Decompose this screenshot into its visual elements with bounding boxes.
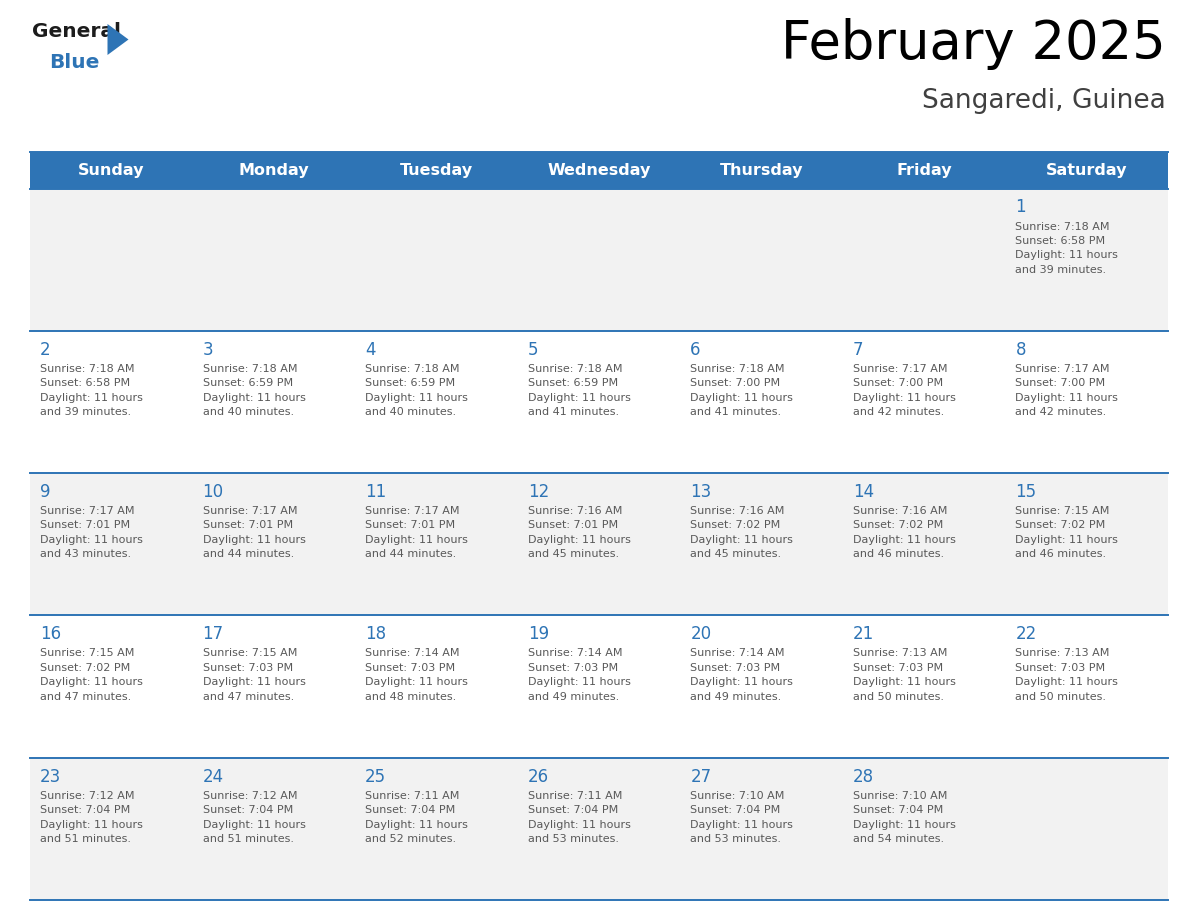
Text: Sunrise: 7:18 AM
Sunset: 6:59 PM
Daylight: 11 hours
and 41 minutes.: Sunrise: 7:18 AM Sunset: 6:59 PM Dayligh… bbox=[527, 364, 631, 417]
Text: Wednesday: Wednesday bbox=[548, 162, 651, 178]
Bar bbox=[30, 615, 1168, 757]
Text: Sunrise: 7:18 AM
Sunset: 6:58 PM
Daylight: 11 hours
and 39 minutes.: Sunrise: 7:18 AM Sunset: 6:58 PM Dayligh… bbox=[40, 364, 143, 417]
Text: Sunrise: 7:17 AM
Sunset: 7:00 PM
Daylight: 11 hours
and 42 minutes.: Sunrise: 7:17 AM Sunset: 7:00 PM Dayligh… bbox=[853, 364, 955, 417]
Text: 17: 17 bbox=[203, 625, 223, 644]
Text: Blue: Blue bbox=[49, 53, 100, 73]
Text: Sunrise: 7:14 AM
Sunset: 7:03 PM
Daylight: 11 hours
and 48 minutes.: Sunrise: 7:14 AM Sunset: 7:03 PM Dayligh… bbox=[365, 648, 468, 701]
Text: 16: 16 bbox=[40, 625, 61, 644]
Text: 20: 20 bbox=[690, 625, 712, 644]
Text: 3: 3 bbox=[203, 341, 213, 359]
Text: 4: 4 bbox=[365, 341, 375, 359]
Text: Monday: Monday bbox=[239, 162, 309, 178]
Bar bbox=[30, 757, 1168, 900]
Text: February 2025: February 2025 bbox=[782, 18, 1165, 70]
Text: 13: 13 bbox=[690, 483, 712, 501]
Text: Sunrise: 7:18 AM
Sunset: 6:59 PM
Daylight: 11 hours
and 40 minutes.: Sunrise: 7:18 AM Sunset: 6:59 PM Dayligh… bbox=[203, 364, 305, 417]
Text: 9: 9 bbox=[40, 483, 51, 501]
Text: Sunrise: 7:12 AM
Sunset: 7:04 PM
Daylight: 11 hours
and 51 minutes.: Sunrise: 7:12 AM Sunset: 7:04 PM Dayligh… bbox=[40, 790, 143, 844]
Text: 27: 27 bbox=[690, 767, 712, 786]
Text: Sunrise: 7:18 AM
Sunset: 6:59 PM
Daylight: 11 hours
and 40 minutes.: Sunrise: 7:18 AM Sunset: 6:59 PM Dayligh… bbox=[365, 364, 468, 417]
Text: 6: 6 bbox=[690, 341, 701, 359]
Text: 19: 19 bbox=[527, 625, 549, 644]
Text: 10: 10 bbox=[203, 483, 223, 501]
Text: Sunrise: 7:16 AM
Sunset: 7:02 PM
Daylight: 11 hours
and 45 minutes.: Sunrise: 7:16 AM Sunset: 7:02 PM Dayligh… bbox=[690, 506, 794, 559]
Text: Sunrise: 7:14 AM
Sunset: 7:03 PM
Daylight: 11 hours
and 49 minutes.: Sunrise: 7:14 AM Sunset: 7:03 PM Dayligh… bbox=[690, 648, 794, 701]
Text: Sunrise: 7:14 AM
Sunset: 7:03 PM
Daylight: 11 hours
and 49 minutes.: Sunrise: 7:14 AM Sunset: 7:03 PM Dayligh… bbox=[527, 648, 631, 701]
Text: Sunday: Sunday bbox=[78, 162, 145, 178]
Text: Sunrise: 7:15 AM
Sunset: 7:03 PM
Daylight: 11 hours
and 47 minutes.: Sunrise: 7:15 AM Sunset: 7:03 PM Dayligh… bbox=[203, 648, 305, 701]
Bar bbox=[30, 152, 1168, 188]
Text: 2: 2 bbox=[40, 341, 51, 359]
Text: 23: 23 bbox=[40, 767, 62, 786]
Text: Sunrise: 7:17 AM
Sunset: 7:01 PM
Daylight: 11 hours
and 43 minutes.: Sunrise: 7:17 AM Sunset: 7:01 PM Dayligh… bbox=[40, 506, 143, 559]
Text: 8: 8 bbox=[1016, 341, 1026, 359]
Text: 1: 1 bbox=[1016, 198, 1026, 217]
Text: 21: 21 bbox=[853, 625, 874, 644]
Text: Sunrise: 7:18 AM
Sunset: 6:58 PM
Daylight: 11 hours
and 39 minutes.: Sunrise: 7:18 AM Sunset: 6:58 PM Dayligh… bbox=[1016, 221, 1118, 274]
Text: 26: 26 bbox=[527, 767, 549, 786]
Text: Tuesday: Tuesday bbox=[400, 162, 473, 178]
Text: Sangaredi, Guinea: Sangaredi, Guinea bbox=[922, 88, 1165, 114]
Text: 18: 18 bbox=[365, 625, 386, 644]
Bar bbox=[30, 473, 1168, 615]
Text: Sunrise: 7:13 AM
Sunset: 7:03 PM
Daylight: 11 hours
and 50 minutes.: Sunrise: 7:13 AM Sunset: 7:03 PM Dayligh… bbox=[1016, 648, 1118, 701]
Text: 22: 22 bbox=[1016, 625, 1037, 644]
Text: 5: 5 bbox=[527, 341, 538, 359]
Text: Sunrise: 7:16 AM
Sunset: 7:01 PM
Daylight: 11 hours
and 45 minutes.: Sunrise: 7:16 AM Sunset: 7:01 PM Dayligh… bbox=[527, 506, 631, 559]
Text: Sunrise: 7:17 AM
Sunset: 7:01 PM
Daylight: 11 hours
and 44 minutes.: Sunrise: 7:17 AM Sunset: 7:01 PM Dayligh… bbox=[365, 506, 468, 559]
Text: Saturday: Saturday bbox=[1045, 162, 1127, 178]
Text: Sunrise: 7:17 AM
Sunset: 7:00 PM
Daylight: 11 hours
and 42 minutes.: Sunrise: 7:17 AM Sunset: 7:00 PM Dayligh… bbox=[1016, 364, 1118, 417]
Text: Sunrise: 7:10 AM
Sunset: 7:04 PM
Daylight: 11 hours
and 53 minutes.: Sunrise: 7:10 AM Sunset: 7:04 PM Dayligh… bbox=[690, 790, 794, 844]
Text: General: General bbox=[32, 22, 121, 41]
Bar bbox=[30, 330, 1168, 473]
Polygon shape bbox=[107, 24, 128, 55]
Text: Friday: Friday bbox=[896, 162, 952, 178]
Text: Sunrise: 7:18 AM
Sunset: 7:00 PM
Daylight: 11 hours
and 41 minutes.: Sunrise: 7:18 AM Sunset: 7:00 PM Dayligh… bbox=[690, 364, 794, 417]
Text: Sunrise: 7:10 AM
Sunset: 7:04 PM
Daylight: 11 hours
and 54 minutes.: Sunrise: 7:10 AM Sunset: 7:04 PM Dayligh… bbox=[853, 790, 955, 844]
Text: 25: 25 bbox=[365, 767, 386, 786]
Text: 12: 12 bbox=[527, 483, 549, 501]
Text: Sunrise: 7:15 AM
Sunset: 7:02 PM
Daylight: 11 hours
and 47 minutes.: Sunrise: 7:15 AM Sunset: 7:02 PM Dayligh… bbox=[40, 648, 143, 701]
Text: 24: 24 bbox=[203, 767, 223, 786]
Bar bbox=[30, 188, 1168, 330]
Text: 11: 11 bbox=[365, 483, 386, 501]
Text: Sunrise: 7:15 AM
Sunset: 7:02 PM
Daylight: 11 hours
and 46 minutes.: Sunrise: 7:15 AM Sunset: 7:02 PM Dayligh… bbox=[1016, 506, 1118, 559]
Text: 14: 14 bbox=[853, 483, 874, 501]
Text: Sunrise: 7:13 AM
Sunset: 7:03 PM
Daylight: 11 hours
and 50 minutes.: Sunrise: 7:13 AM Sunset: 7:03 PM Dayligh… bbox=[853, 648, 955, 701]
Text: Sunrise: 7:17 AM
Sunset: 7:01 PM
Daylight: 11 hours
and 44 minutes.: Sunrise: 7:17 AM Sunset: 7:01 PM Dayligh… bbox=[203, 506, 305, 559]
Text: Sunrise: 7:11 AM
Sunset: 7:04 PM
Daylight: 11 hours
and 52 minutes.: Sunrise: 7:11 AM Sunset: 7:04 PM Dayligh… bbox=[365, 790, 468, 844]
Text: Sunrise: 7:16 AM
Sunset: 7:02 PM
Daylight: 11 hours
and 46 minutes.: Sunrise: 7:16 AM Sunset: 7:02 PM Dayligh… bbox=[853, 506, 955, 559]
Text: 7: 7 bbox=[853, 341, 864, 359]
Text: 15: 15 bbox=[1016, 483, 1037, 501]
Text: Thursday: Thursday bbox=[720, 162, 803, 178]
Text: 28: 28 bbox=[853, 767, 874, 786]
Text: Sunrise: 7:12 AM
Sunset: 7:04 PM
Daylight: 11 hours
and 51 minutes.: Sunrise: 7:12 AM Sunset: 7:04 PM Dayligh… bbox=[203, 790, 305, 844]
Text: Sunrise: 7:11 AM
Sunset: 7:04 PM
Daylight: 11 hours
and 53 minutes.: Sunrise: 7:11 AM Sunset: 7:04 PM Dayligh… bbox=[527, 790, 631, 844]
